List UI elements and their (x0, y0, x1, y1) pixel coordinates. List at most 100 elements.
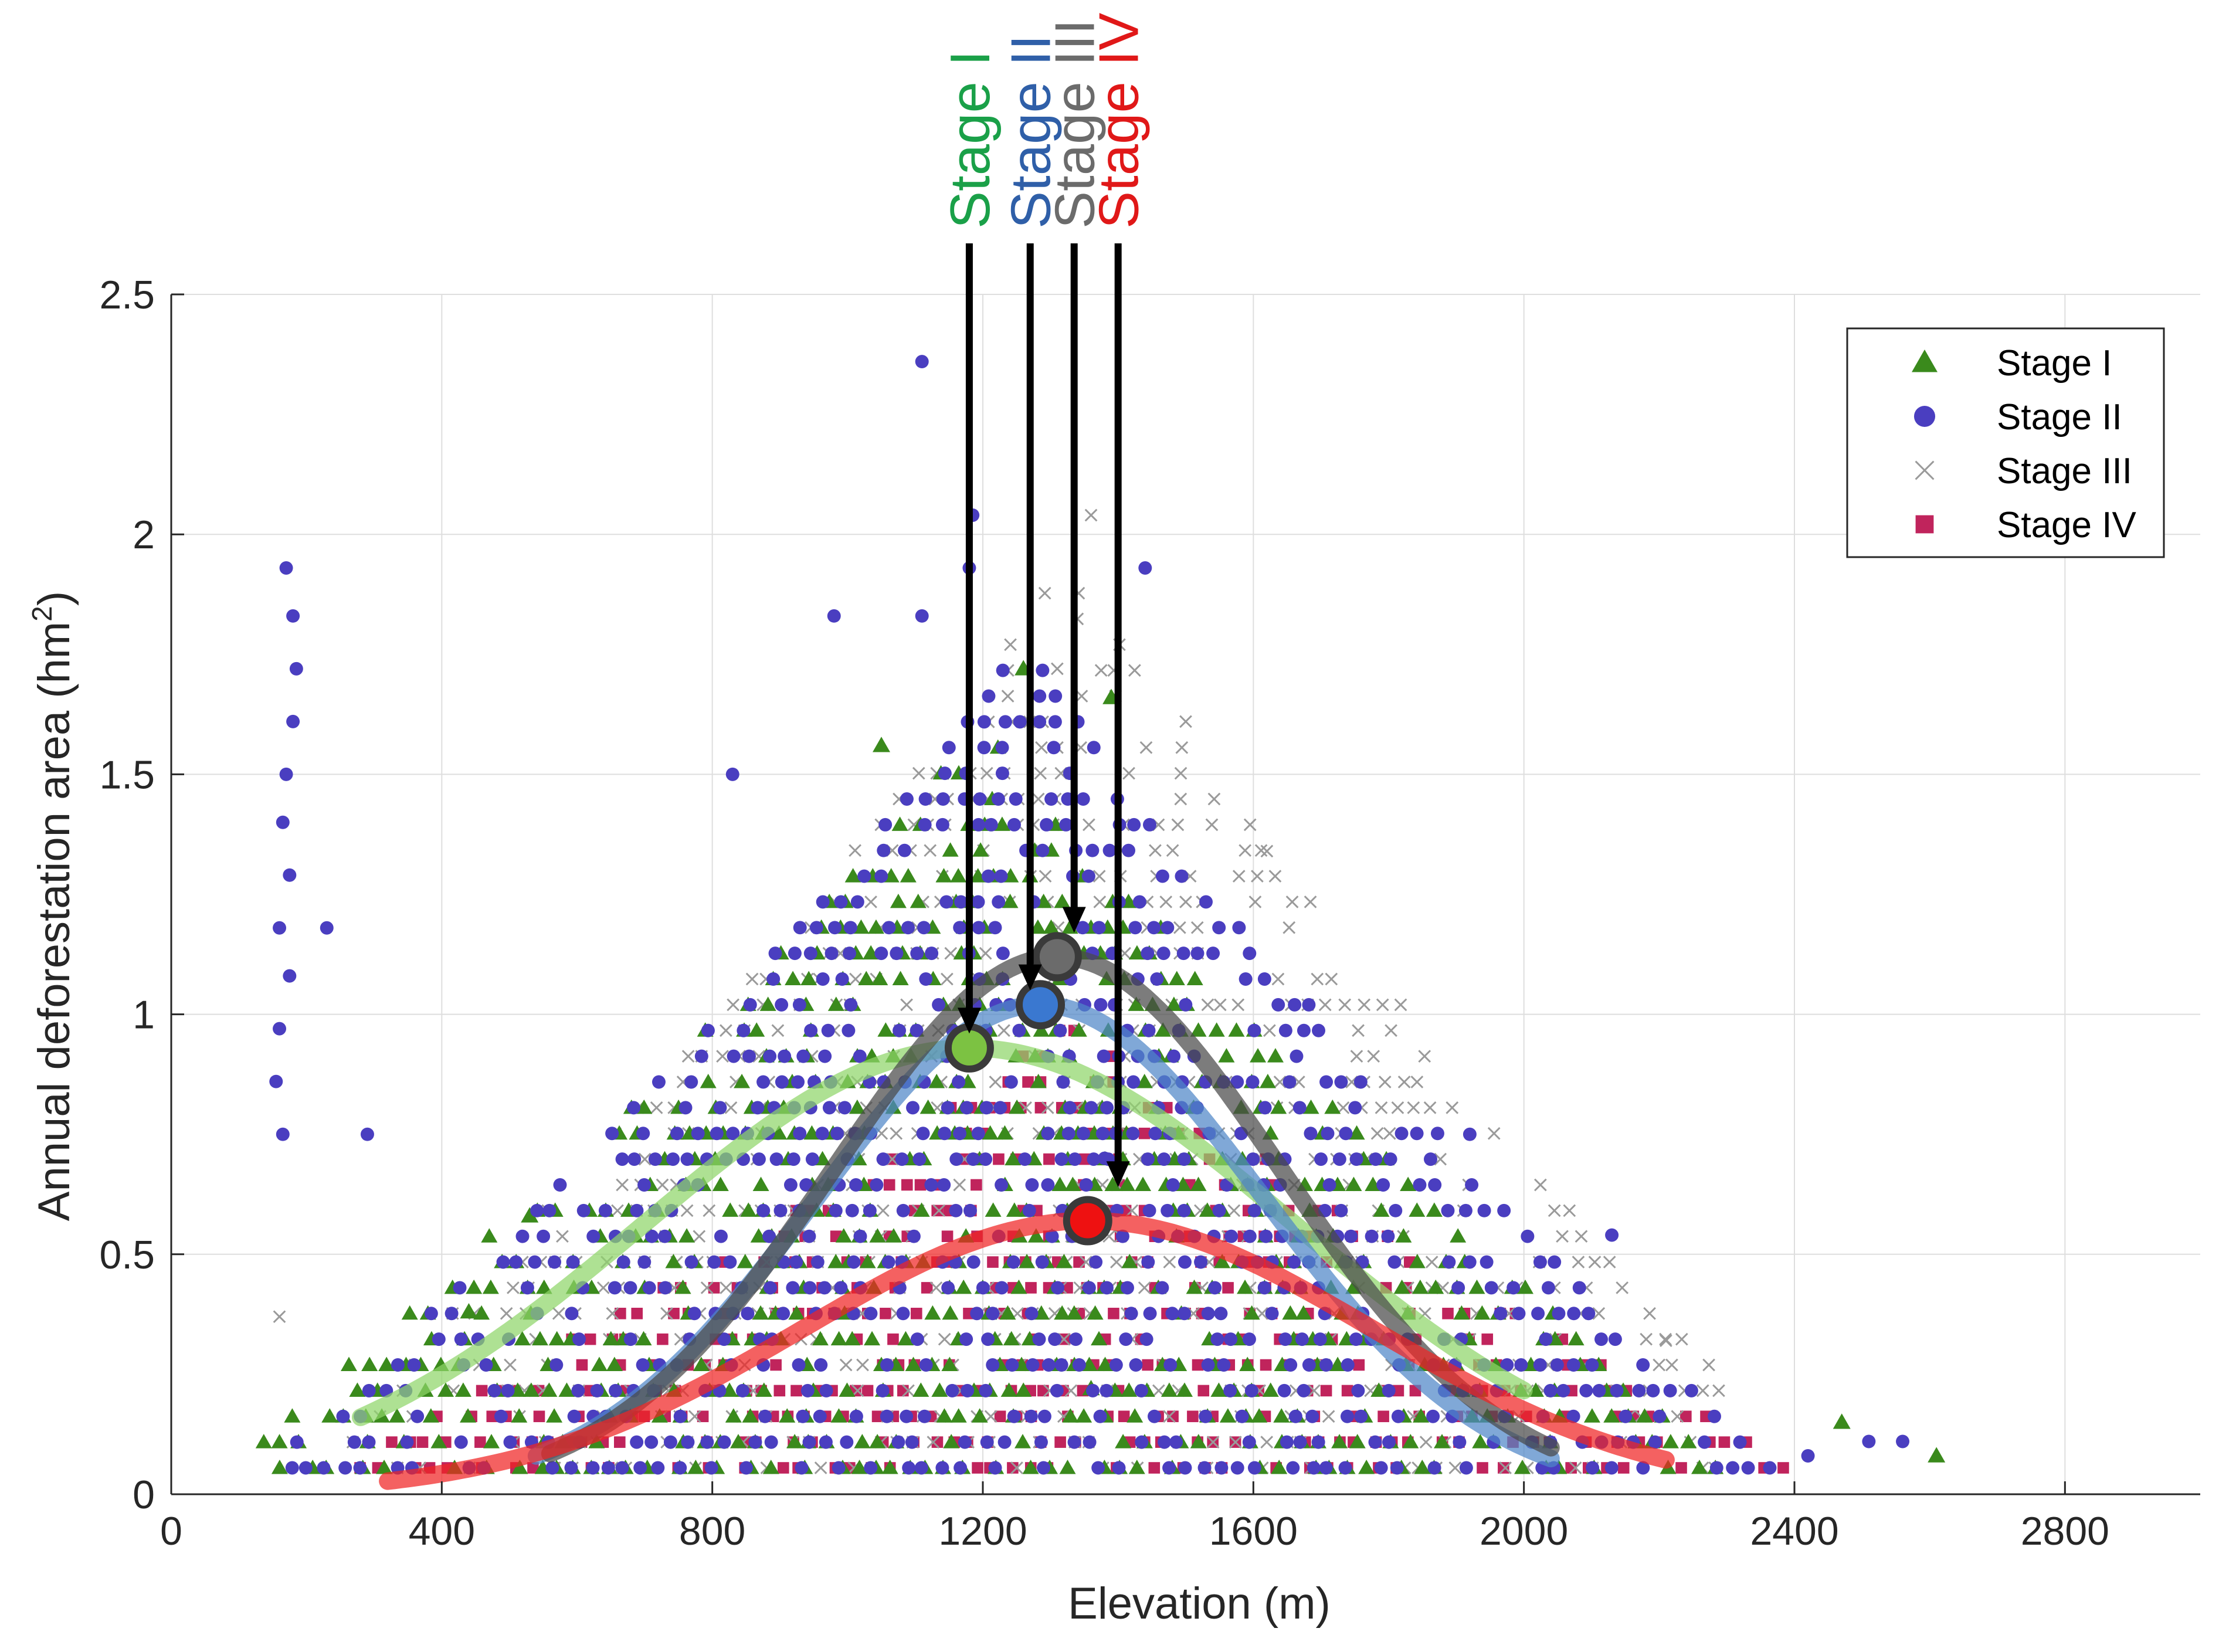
data-point (783, 1178, 798, 1192)
data-point (1148, 1409, 1161, 1423)
data-point (961, 1383, 975, 1397)
data-point (1064, 1176, 1081, 1191)
data-point (880, 1307, 891, 1319)
data-point (737, 1023, 751, 1037)
data-point (1297, 1023, 1311, 1037)
data-point (1174, 792, 1187, 806)
data-point (1365, 1229, 1379, 1243)
data-point (1229, 1436, 1242, 1449)
data-point (788, 1305, 805, 1320)
data-point (1442, 1307, 1454, 1319)
data-point (988, 921, 1002, 935)
data-point (605, 1127, 619, 1141)
data-point (1214, 1461, 1229, 1475)
data-point (1167, 1410, 1179, 1423)
data-point (1260, 844, 1274, 858)
data-point (1390, 1461, 1404, 1475)
data-point (691, 1127, 705, 1141)
data-point (1358, 998, 1371, 1012)
data-point (776, 1307, 790, 1321)
x-tick-label: 1600 (1209, 1509, 1298, 1553)
data-point (944, 947, 958, 960)
data-point (1037, 1461, 1051, 1475)
data-point (566, 1255, 580, 1269)
data-point (985, 1202, 1002, 1217)
data-point (1514, 1358, 1528, 1372)
data-point (1169, 1435, 1183, 1449)
data-point (1552, 1307, 1566, 1321)
data-point (1351, 1383, 1365, 1397)
data-point (996, 1125, 1013, 1140)
data-point (1127, 1075, 1141, 1089)
y-tick-label: 1.5 (99, 752, 155, 797)
data-point (834, 895, 848, 909)
data-point (533, 1410, 545, 1423)
data-point (775, 1075, 789, 1089)
data-point (1353, 1359, 1365, 1371)
data-point (743, 998, 757, 1012)
data-point (1265, 1307, 1279, 1321)
data-point (1542, 1281, 1555, 1295)
data-point (1093, 1409, 1107, 1423)
data-point (830, 1408, 847, 1423)
data-point (966, 1255, 980, 1269)
data-point (936, 1408, 953, 1423)
data-point (1397, 1076, 1411, 1088)
data-point (1127, 1408, 1144, 1423)
data-point (941, 1356, 958, 1372)
data-point (756, 1203, 771, 1217)
data-point (453, 1281, 467, 1295)
data-point (1044, 792, 1058, 806)
data-point (727, 1049, 741, 1063)
data-point (1119, 1332, 1133, 1346)
x-tick-label: 0 (160, 1509, 182, 1553)
data-point (966, 1152, 980, 1166)
data-point (1684, 1383, 1698, 1397)
data-point (1292, 1101, 1307, 1115)
data-point (615, 1307, 626, 1319)
data-point (1085, 1383, 1100, 1397)
data-point (652, 1075, 666, 1089)
data-point (286, 609, 300, 623)
data-point (1232, 870, 1246, 883)
data-point (976, 1281, 990, 1295)
data-point (1302, 1099, 1319, 1114)
data-point (825, 947, 839, 961)
data-point (905, 1356, 922, 1372)
data-point (1037, 1409, 1051, 1423)
data-point (1494, 1307, 1508, 1321)
data-point (730, 1434, 747, 1449)
data-point (830, 1331, 847, 1346)
data-point (1586, 1461, 1600, 1475)
data-point (1592, 1383, 1606, 1397)
data-point (407, 1358, 421, 1372)
data-point (1201, 1358, 1215, 1372)
data-point (995, 1178, 1009, 1192)
data-point (924, 844, 937, 857)
data-point (1192, 1359, 1204, 1371)
data-point (839, 1358, 853, 1372)
data-point (970, 1307, 984, 1321)
data-point (546, 1408, 563, 1423)
data-point (1550, 1358, 1564, 1372)
data-point (936, 792, 950, 806)
data-point (734, 1073, 751, 1088)
data-point (1928, 1447, 1946, 1463)
data-point (627, 1152, 642, 1166)
data-point (1293, 1435, 1307, 1449)
data-point (1034, 1102, 1047, 1114)
data-point (769, 1152, 783, 1166)
data-point (1280, 1435, 1294, 1449)
data-point (1247, 1461, 1261, 1475)
data-point (1430, 1127, 1444, 1141)
data-point (611, 1204, 624, 1217)
data-point (1354, 1409, 1368, 1423)
data-point (500, 1307, 513, 1320)
data-point (410, 1409, 425, 1423)
data-point (1166, 1178, 1180, 1192)
data-point (1426, 1409, 1440, 1423)
data-point (1394, 998, 1407, 1012)
data-point (910, 947, 924, 961)
scatter-points (255, 355, 1946, 1475)
data-point (432, 1332, 446, 1346)
